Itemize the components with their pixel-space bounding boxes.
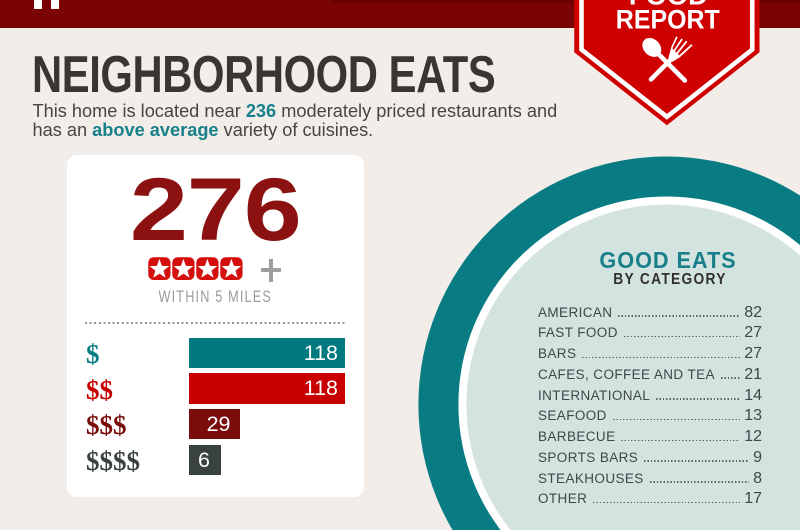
svg-text:REPORT: REPORT [616, 4, 720, 34]
svg-text:FOOD: FOOD [629, 0, 708, 10]
